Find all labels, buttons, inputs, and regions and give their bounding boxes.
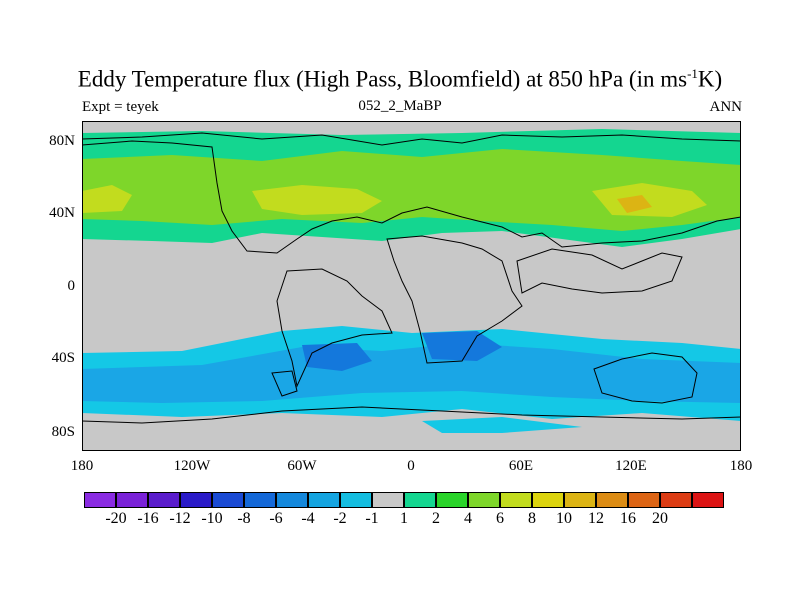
nh-yellow-patch [252, 185, 382, 215]
x-tick-label: 0 [407, 458, 415, 474]
y-tick-label: 80S [51, 424, 75, 440]
colorbar-swatch [276, 492, 308, 508]
nh-yellow-patch [592, 183, 707, 217]
colorbar-label: 20 [652, 510, 668, 527]
x-tick-label: 60W [287, 458, 317, 474]
colorbar-label: -8 [237, 510, 251, 527]
colorbar-swatch [84, 492, 116, 508]
land-outline [386, 235, 523, 364]
land-outline [276, 268, 393, 388]
colorbar-label: -4 [301, 510, 315, 527]
colorbar-label: -10 [201, 510, 223, 527]
land-outline [516, 248, 683, 294]
colorbar-label: 4 [464, 510, 472, 527]
colorbar-label: 6 [496, 510, 504, 527]
map-title: Eddy Temperature flux (High Pass, Bloomf… [77, 66, 723, 92]
x-tick-label: 60E [508, 458, 534, 474]
colorbar-swatch [116, 492, 148, 508]
continent-outlines [82, 132, 741, 424]
colorbar-swatch [308, 492, 340, 508]
season-label: ANN [709, 99, 743, 115]
colorbar-swatch [532, 492, 564, 508]
land-outline [593, 352, 698, 404]
colorbar-swatch [180, 492, 212, 508]
sh-dark-blue-core [422, 331, 502, 361]
colorbar-swatch [340, 492, 372, 508]
nh-yellow-patch [82, 185, 132, 213]
colorbar-swatch [404, 492, 436, 508]
x-tick-label: 180 [70, 458, 94, 474]
run-label: 052_2_MaBP [358, 98, 442, 114]
x-tick-label: 120E [615, 458, 647, 474]
colorbar-swatch [500, 492, 532, 508]
colorbar-swatch [212, 492, 244, 508]
x-tick-label: 120W [173, 458, 211, 474]
colorbar-swatch [692, 492, 724, 508]
colorbar-label: 2 [432, 510, 440, 527]
y-tick-label: 0 [67, 278, 76, 294]
colorbar-swatch [372, 492, 404, 508]
y-tick-label: 40S [51, 350, 75, 366]
land-outline [82, 132, 741, 254]
colorbar-label: -2 [333, 510, 347, 527]
y-tick-label: 40N [49, 205, 75, 221]
colorbar-swatch [628, 492, 660, 508]
land-outline [271, 370, 298, 397]
colorbar-swatch [244, 492, 276, 508]
nh-orange-patch [617, 195, 652, 213]
flux-map [82, 121, 741, 451]
experiment-label: Expt = teyek [82, 99, 159, 115]
sh-dark-blue-core [302, 343, 372, 371]
sh-cyan-streak [422, 417, 582, 433]
sh-blue-band [82, 343, 741, 403]
colorbar-label: 8 [528, 510, 536, 527]
colorbar-label: -1 [365, 510, 379, 527]
colorbar-label: 12 [588, 510, 604, 527]
land-outline [82, 406, 741, 424]
colorbar-swatch [660, 492, 692, 508]
colorbar-swatch [596, 492, 628, 508]
colorbar-label: 16 [620, 510, 636, 527]
colorbar-swatch [436, 492, 468, 508]
colorbar-label: -20 [105, 510, 127, 527]
y-tick-label: 80N [49, 133, 75, 149]
colorbar-label: 10 [556, 510, 572, 527]
colorbar-label: 1 [400, 510, 408, 527]
colorbar-label: -6 [269, 510, 283, 527]
colorbar-label: -16 [137, 510, 159, 527]
colorbar-swatch [468, 492, 500, 508]
nh-lime-band [82, 149, 741, 231]
colorbar-label: -12 [169, 510, 191, 527]
x-tick-label: 180 [729, 458, 753, 474]
colorbar-swatch [148, 492, 180, 508]
colorbar-swatch [564, 492, 596, 508]
map-frame [82, 121, 741, 451]
